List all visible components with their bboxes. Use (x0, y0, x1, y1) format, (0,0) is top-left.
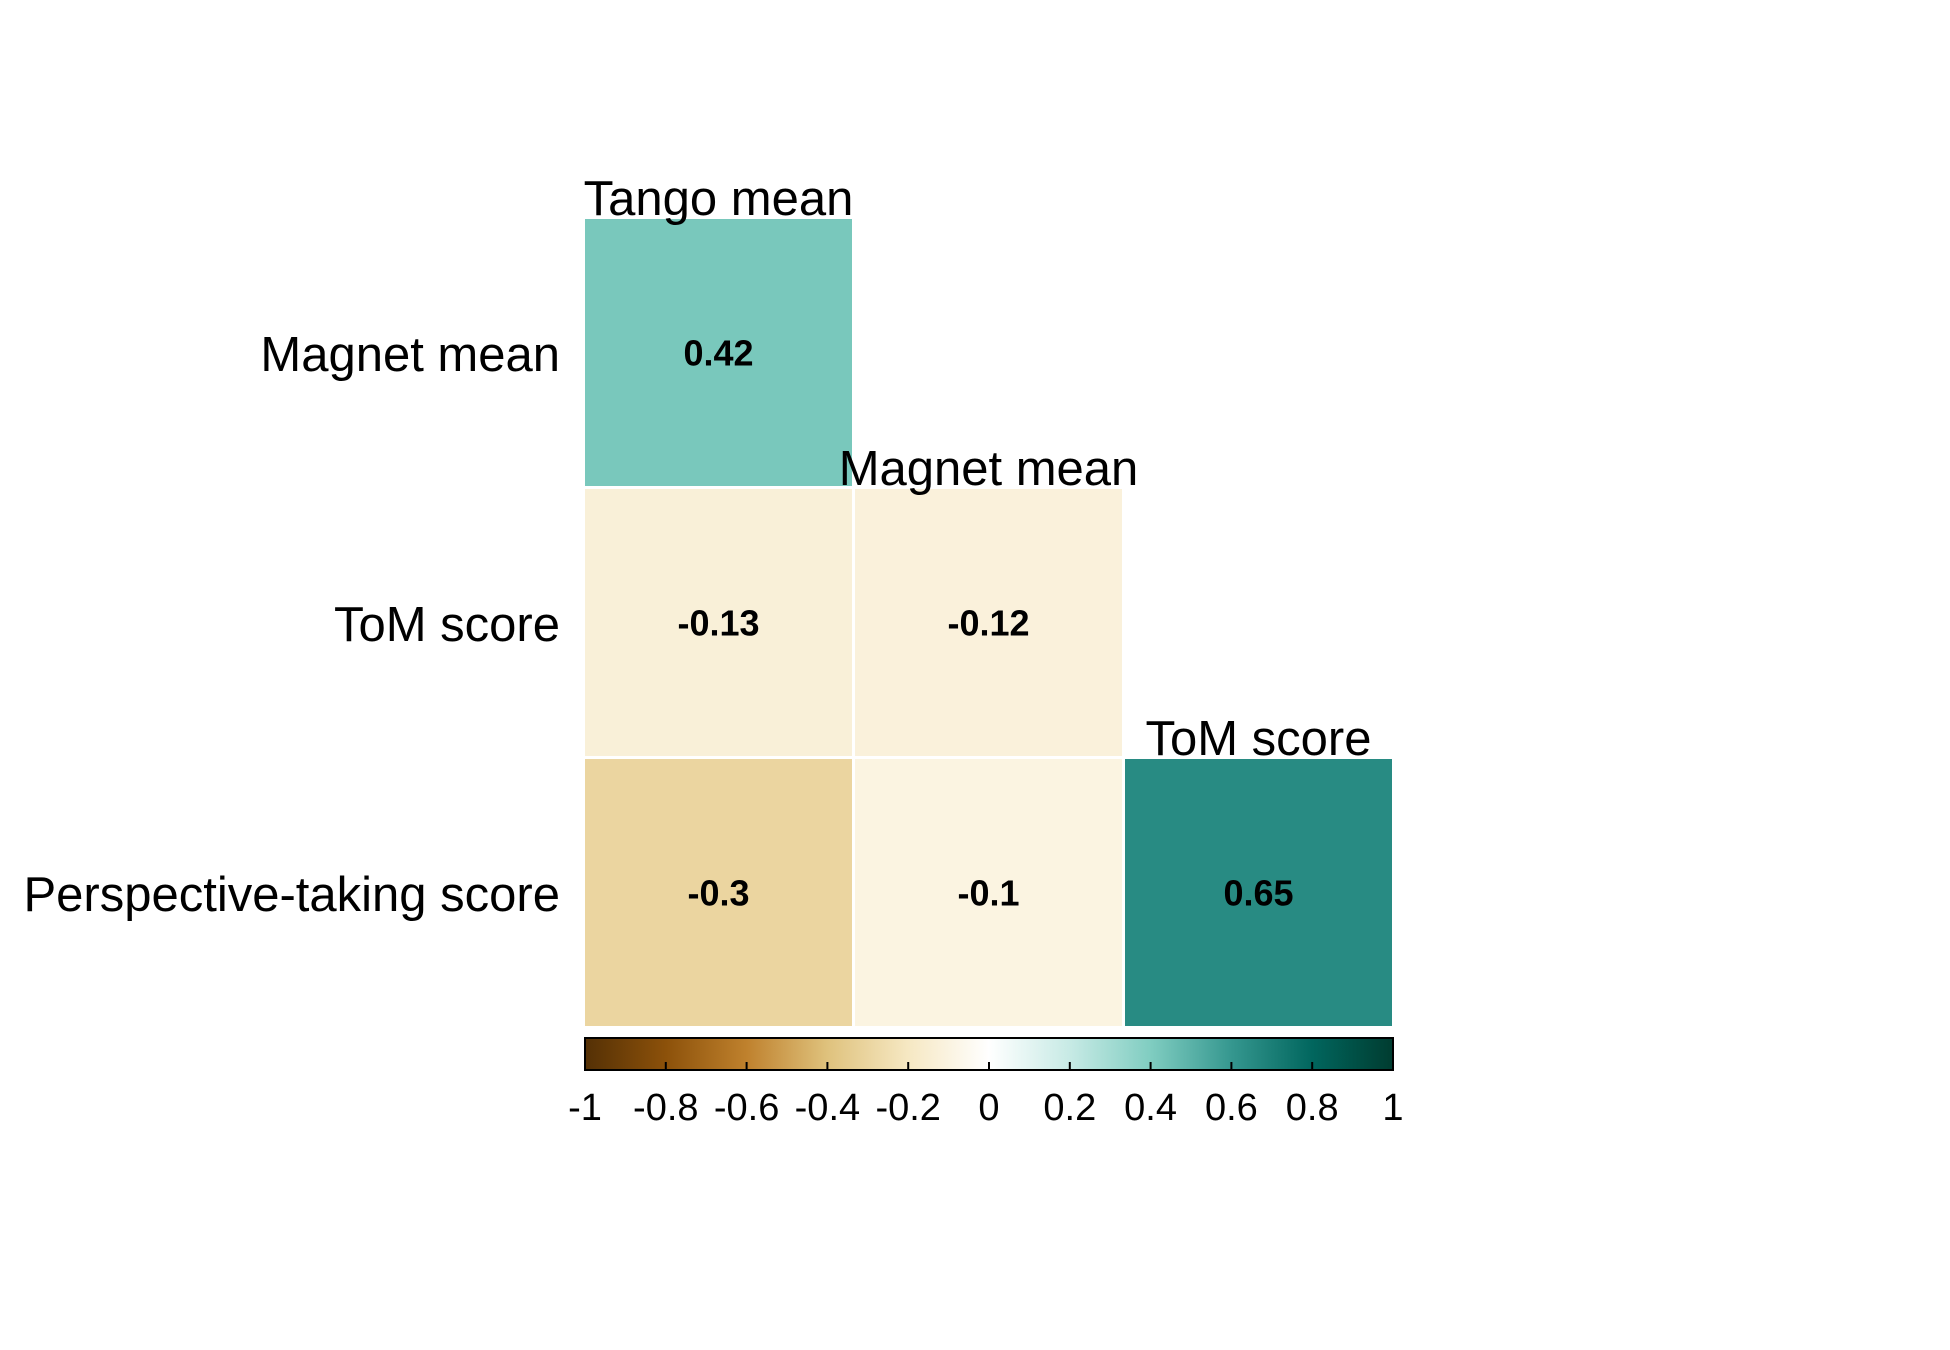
row-label-tom-score: ToM score (334, 598, 560, 652)
column-label-tango-mean: Tango mean (584, 172, 854, 226)
colorbar-tick-label: 0.6 (1205, 1087, 1258, 1129)
colorbar: -1 -0.8 -0.6 -0.4 -0.2 0 0.2 0.4 0.6 0.8 1 (568, 1037, 1404, 1129)
cell-value-label: -0.12 (947, 603, 1029, 644)
colorbar-tick-label: -1 (568, 1087, 602, 1129)
column-label-magnet-mean: Magnet mean (839, 442, 1139, 496)
cell-value-label: 0.65 (1223, 873, 1293, 914)
heatmap-cell-tom-score-magnet-mean (855, 489, 1122, 756)
heatmap-cells (585, 219, 1392, 1026)
colorbar-tick-label: -0.8 (633, 1087, 698, 1129)
heatmap-cell-magnet-mean-tango-mean (585, 219, 852, 486)
cell-value-labels: 0.42 -0.13 -0.12 -0.3 -0.1 0.65 (677, 333, 1293, 914)
heatmap-cell-perspective-taking-score-tom-score (1125, 759, 1392, 1026)
colorbar-tick-label: 1 (1382, 1087, 1403, 1129)
row-labels: Magnet mean ToM score Perspective-taking s… (23, 328, 560, 922)
colorbar-tick-label: 0.4 (1124, 1087, 1177, 1129)
column-label-tom-score: ToM score (1145, 712, 1371, 766)
heatmap-cell-tom-score-tango-mean (585, 489, 852, 756)
colorbar-tick-label: -0.2 (875, 1087, 940, 1129)
cell-value-label: 0.42 (683, 333, 753, 374)
colorbar-tick-label: 0.2 (1043, 1087, 1096, 1129)
colorbar-tick-label: -0.4 (795, 1087, 860, 1129)
heatmap-cell-perspective-taking-score-tango-mean (585, 759, 852, 1026)
column-labels: Tango mean Magnet mean ToM score (584, 172, 1372, 766)
colorbar-tick-label: 0 (978, 1087, 999, 1129)
row-label-magnet-mean: Magnet mean (260, 328, 560, 382)
colorbar-tick-label: 0.8 (1286, 1087, 1339, 1129)
colorbar-tick-label: -0.6 (714, 1087, 779, 1129)
cell-value-label: -0.13 (677, 603, 759, 644)
heatmap-cell-perspective-taking-score-magnet-mean (855, 759, 1122, 1026)
cell-value-label: -0.1 (957, 873, 1019, 914)
row-label-perspective-taking-score: Perspective-taking score (23, 868, 560, 922)
cell-value-label: -0.3 (687, 873, 749, 914)
